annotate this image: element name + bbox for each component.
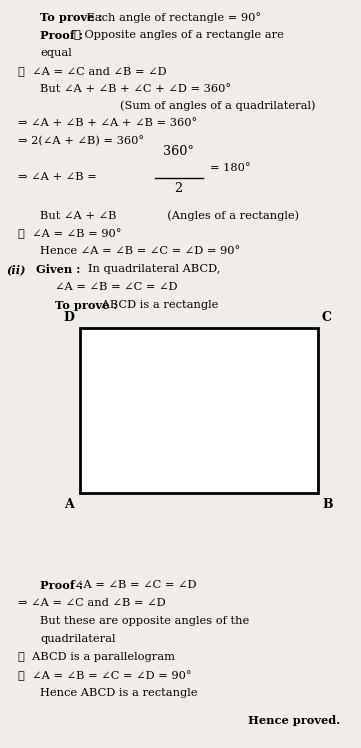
Text: D: D xyxy=(63,311,74,324)
Text: ∴  ∠A = ∠B = 90°: ∴ ∠A = ∠B = 90° xyxy=(18,228,122,239)
Text: Given :: Given : xyxy=(28,264,84,275)
Text: ∵  ∠A = ∠B = ∠C = ∠D = 90°: ∵ ∠A = ∠B = ∠C = ∠D = 90° xyxy=(18,670,192,681)
Text: 2: 2 xyxy=(174,182,182,195)
Text: ∴  ABCD is a parallelogram: ∴ ABCD is a parallelogram xyxy=(18,652,175,662)
Text: A: A xyxy=(64,498,74,511)
Text: Hence ∠A = ∠B = ∠C = ∠D = 90°: Hence ∠A = ∠B = ∠C = ∠D = 90° xyxy=(40,246,240,256)
Text: ABCD is a rectangle: ABCD is a rectangle xyxy=(97,300,218,310)
Text: ⇒ ∠A + ∠B + ∠A + ∠B = 360°: ⇒ ∠A + ∠B + ∠A + ∠B = 360° xyxy=(18,118,197,128)
Text: Hence ABCD is a rectangle: Hence ABCD is a rectangle xyxy=(40,688,197,698)
Text: = 180°: = 180° xyxy=(210,163,251,173)
Text: (ii): (ii) xyxy=(6,264,26,275)
Text: But ∠A + ∠B              (Angles of a rectangle): But ∠A + ∠B (Angles of a rectangle) xyxy=(40,210,299,221)
Text: (Sum of angles of a quadrilateral): (Sum of angles of a quadrilateral) xyxy=(120,100,316,111)
Text: But these are opposite angles of the: But these are opposite angles of the xyxy=(40,616,249,626)
Text: Hence proved.: Hence proved. xyxy=(248,715,340,726)
Text: Proof :: Proof : xyxy=(40,580,87,591)
Text: ⇒ ∠A = ∠C and ∠B = ∠D: ⇒ ∠A = ∠C and ∠B = ∠D xyxy=(18,598,166,608)
Bar xyxy=(80,328,318,493)
Text: ∠A = ∠B = ∠C = ∠D: ∠A = ∠B = ∠C = ∠D xyxy=(74,580,197,590)
Text: Proof :: Proof : xyxy=(40,30,87,41)
Text: ∴  ∠A = ∠C and ∠B = ∠D: ∴ ∠A = ∠C and ∠B = ∠D xyxy=(18,66,167,76)
Text: ∵ Opposite angles of a rectangle are: ∵ Opposite angles of a rectangle are xyxy=(74,30,284,40)
Text: equal: equal xyxy=(40,48,72,58)
Text: B: B xyxy=(322,498,332,511)
Text: 360°: 360° xyxy=(162,145,193,158)
Text: To prove :: To prove : xyxy=(55,300,117,311)
Text: ∠A = ∠B = ∠C = ∠D: ∠A = ∠B = ∠C = ∠D xyxy=(55,282,178,292)
Text: In quadrilateral ABCD,: In quadrilateral ABCD, xyxy=(88,264,220,274)
Text: C: C xyxy=(322,311,332,324)
Text: quadrilateral: quadrilateral xyxy=(40,634,116,644)
Text: Each angle of rectangle = 90°: Each angle of rectangle = 90° xyxy=(83,12,261,23)
Text: But ∠A + ∠B + ∠C + ∠D = 360°: But ∠A + ∠B + ∠C + ∠D = 360° xyxy=(40,84,231,94)
Text: ⇒ ∠A + ∠B =: ⇒ ∠A + ∠B = xyxy=(18,172,97,182)
Text: ⇒ 2(∠A + ∠B) = 360°: ⇒ 2(∠A + ∠B) = 360° xyxy=(18,136,144,147)
Text: To prove :: To prove : xyxy=(40,12,103,23)
